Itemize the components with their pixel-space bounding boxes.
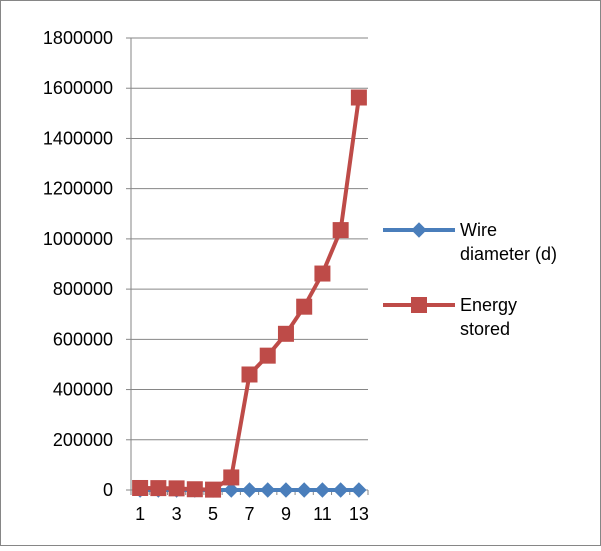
y-tick-label: 600000 [53, 329, 113, 349]
x-tick-label: 1 [135, 504, 145, 524]
y-tick-label: 1400000 [43, 128, 113, 148]
data-point [260, 482, 276, 498]
legend-label: Energy [460, 295, 517, 315]
data-point [296, 482, 312, 498]
y-tick-label: 1200000 [43, 179, 113, 199]
legend: Wire diameter (d) Energy stored [383, 220, 557, 339]
y-tick-label: 400000 [53, 380, 113, 400]
x-tick-label: 5 [208, 504, 218, 524]
axes: 0 200000 400000 600000 800000 1000000 1200000 1… [43, 28, 369, 524]
x-tick-label: 7 [244, 504, 254, 524]
data-point [186, 481, 203, 498]
data-point [296, 298, 313, 315]
y-tick-label: 800000 [53, 279, 113, 299]
gridlines [131, 37, 368, 441]
data-point [259, 347, 276, 364]
data-point [314, 265, 331, 282]
y-tick-label: 200000 [53, 430, 113, 450]
data-point [223, 482, 239, 498]
series [132, 89, 367, 498]
data-point [241, 482, 258, 498]
data-point [278, 482, 294, 498]
data-point [132, 479, 149, 496]
y-tick-label: 1600000 [43, 78, 113, 98]
y-tick-label: 1000000 [43, 229, 113, 249]
data-point [150, 480, 167, 497]
legend-entry: Wire diameter (d) [383, 220, 557, 264]
legend-label: diameter (d) [460, 244, 557, 264]
data-point [314, 482, 331, 498]
series-energy-stored [132, 89, 367, 498]
legend-label: Wire [460, 220, 497, 240]
data-point [332, 222, 349, 239]
data-point [168, 480, 185, 497]
y-tick-label: 1800000 [43, 28, 113, 48]
legend-label: stored [460, 319, 510, 339]
data-point [277, 325, 294, 342]
data-point [241, 366, 258, 383]
x-tick-label: 13 [349, 504, 369, 524]
data-point [351, 482, 367, 498]
legend-marker [411, 297, 427, 313]
x-tick-label: 3 [172, 504, 182, 524]
data-point [223, 469, 240, 486]
data-point [205, 481, 222, 498]
data-point [350, 89, 367, 106]
data-point [332, 482, 349, 498]
y-tick-label: 0 [103, 480, 113, 500]
legend-entry: Energy stored [383, 295, 517, 339]
x-tick-label: 11 [313, 504, 332, 524]
x-tick-label: 9 [281, 504, 291, 524]
legend-marker [411, 222, 427, 238]
